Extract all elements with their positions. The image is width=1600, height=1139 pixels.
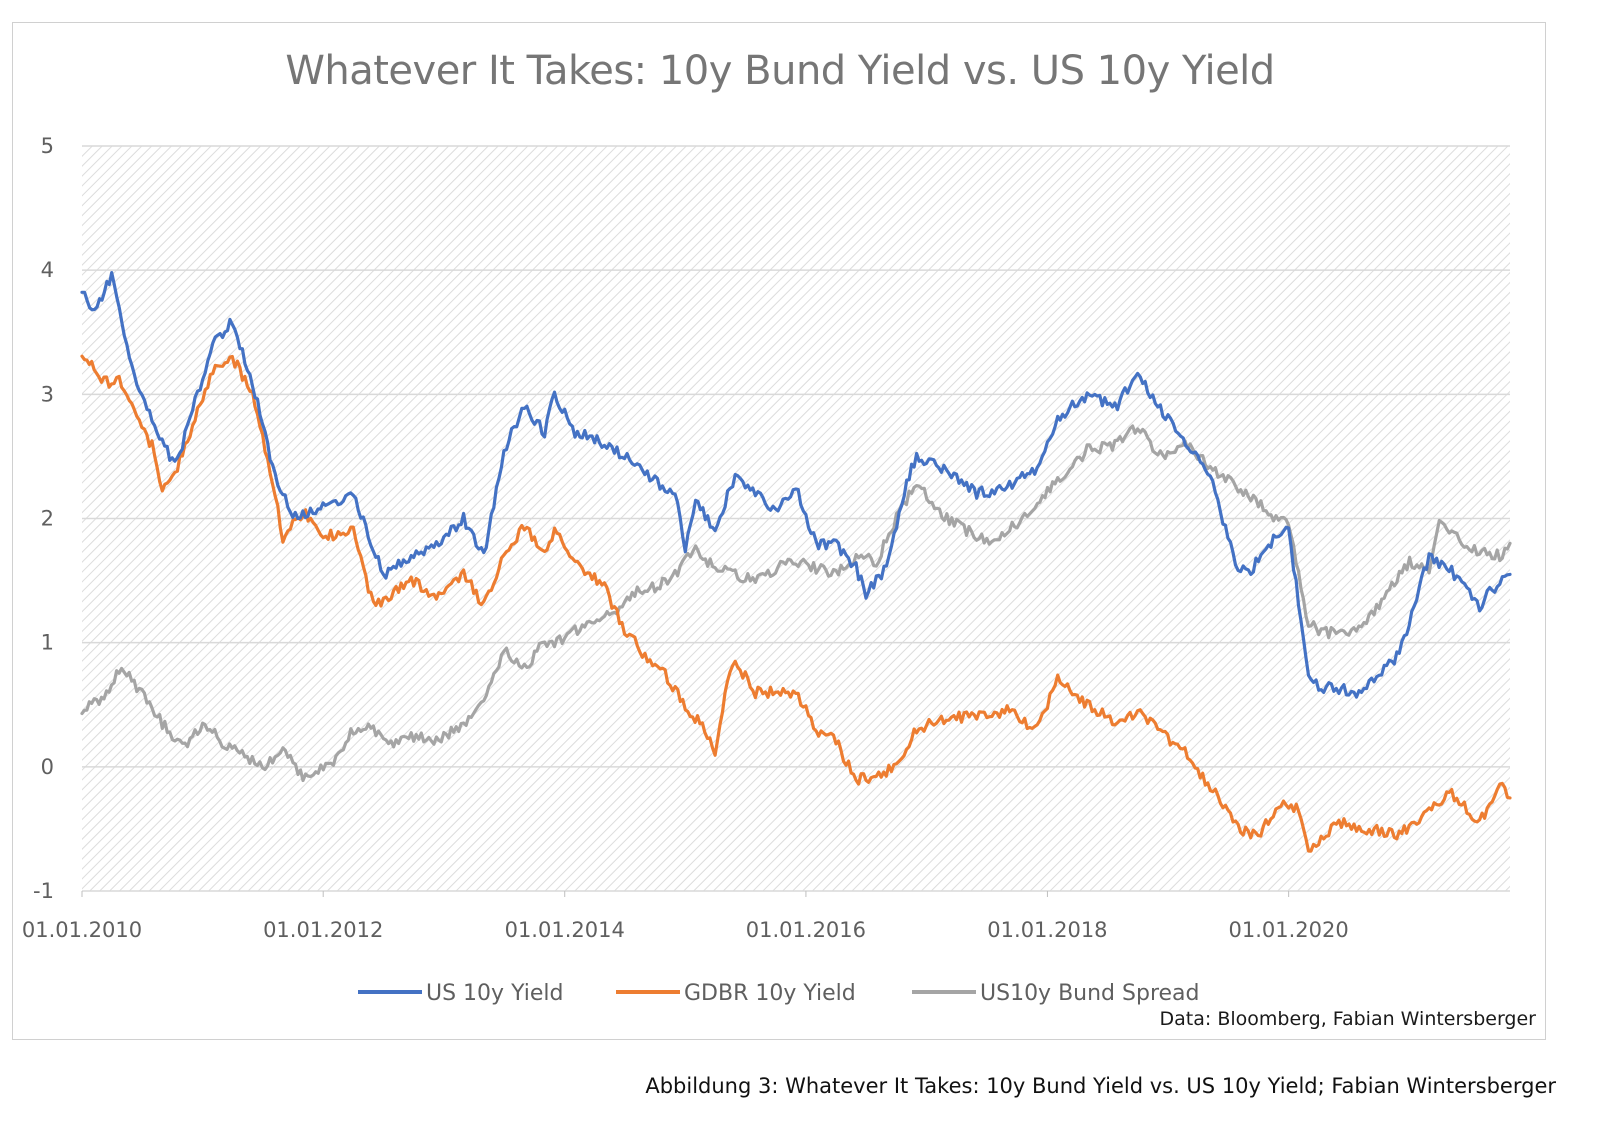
y-tick-label: 2 <box>41 507 54 531</box>
legend-label: US 10y Yield <box>426 981 563 1006</box>
y-tick-label: 3 <box>41 382 54 406</box>
x-tick-label: 01.01.2016 <box>746 918 866 942</box>
series-line-0 <box>80 271 1512 699</box>
y-tick-label: 4 <box>41 258 54 282</box>
series-line-2 <box>80 424 1512 783</box>
y-tick-label: 1 <box>41 631 54 655</box>
x-tick-label: 01.01.2012 <box>263 918 383 942</box>
y-tick-label: 5 <box>41 134 54 158</box>
y-tick-label: 0 <box>41 755 54 779</box>
x-tick-label: 01.01.2010 <box>22 918 142 942</box>
figure-caption: Abbildung 3: Whatever It Takes: 10y Bund… <box>645 1074 1556 1098</box>
y-tick-label: -1 <box>33 879 54 903</box>
series-line-1 <box>80 354 1512 853</box>
legend-label: US10y Bund Spread <box>980 981 1199 1006</box>
x-tick-label: 01.01.2018 <box>987 918 1107 942</box>
chart-title: Whatever It Takes: 10y Bund Yield vs. US… <box>285 48 1275 94</box>
legend-label: GDBR 10y Yield <box>684 981 856 1006</box>
x-tick-label: 01.01.2020 <box>1229 918 1349 942</box>
x-tick-label: 01.01.2014 <box>505 918 625 942</box>
source-note: Data: Bloomberg, Fabian Wintersberger <box>1159 1008 1536 1030</box>
